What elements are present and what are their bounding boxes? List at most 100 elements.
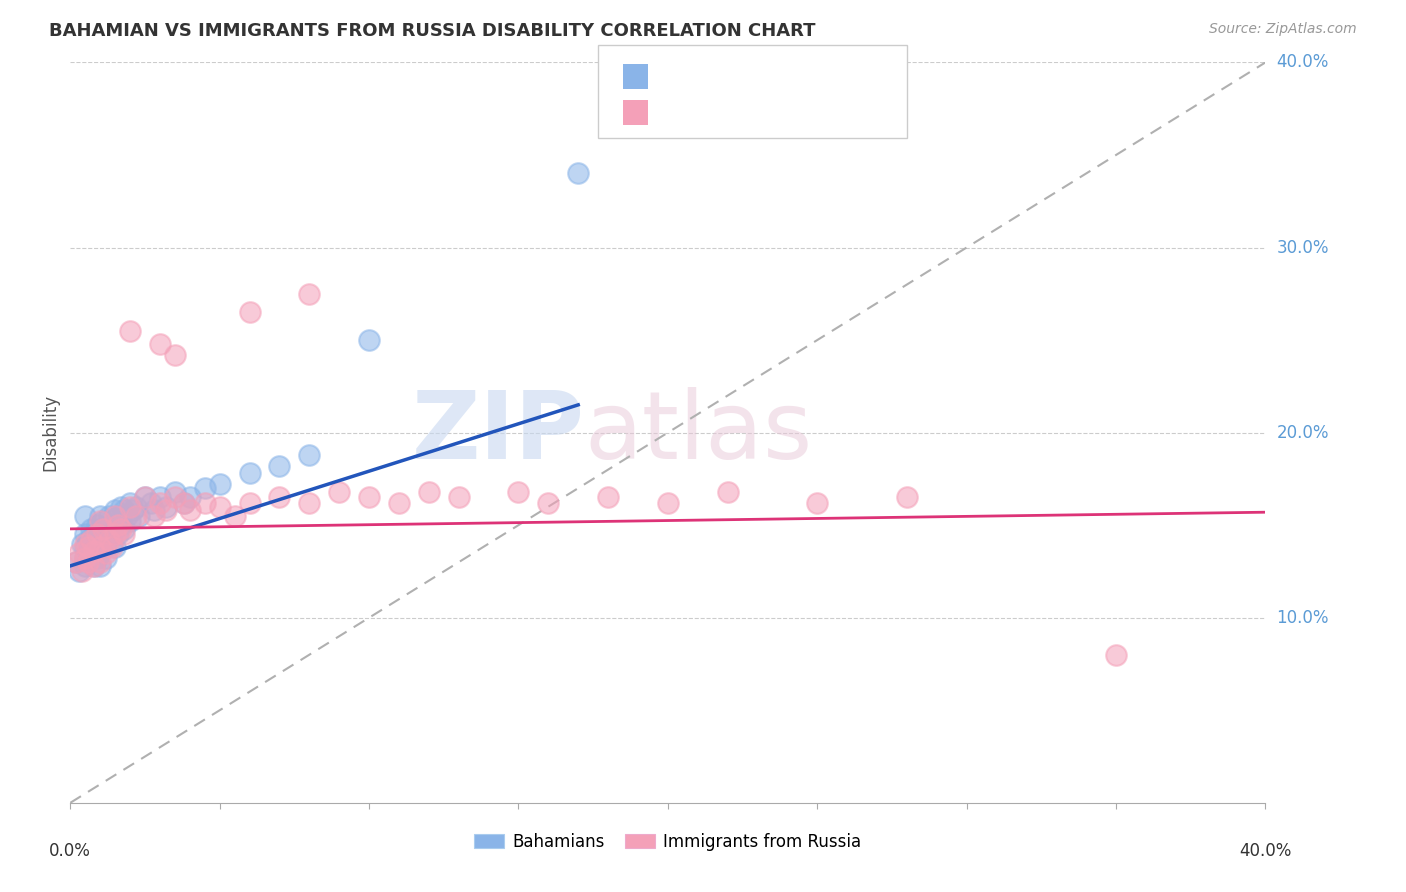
Point [194,496,217,510]
Point [134,491,156,505]
Point [173,496,195,510]
Point [75,536,97,550]
Point [75,508,97,523]
Point [115,508,138,523]
Point [163,348,186,362]
Point [163,491,186,505]
Text: atlas: atlas [585,386,813,479]
Point [896,491,918,505]
Point [125,500,148,514]
Point [107,518,129,533]
Point [80,522,103,536]
Point [91,531,114,545]
Point [149,491,172,505]
Point [86,518,108,533]
Point [537,496,560,510]
Point [418,484,440,499]
Point [163,484,186,499]
Point [83,544,105,558]
Point [120,324,141,338]
Text: 40.0%: 40.0% [1277,54,1329,71]
Point [122,503,145,517]
Point [70,536,93,550]
Point [359,491,381,505]
Point [98,508,121,523]
Point [328,484,350,499]
Point [125,508,148,523]
Point [155,503,177,517]
Point [98,527,121,541]
Point [86,551,108,566]
Legend: Bahamians, Immigrants from Russia: Bahamians, Immigrants from Russia [468,826,868,857]
Point [75,541,97,555]
Point [83,558,105,573]
Point [77,555,100,569]
Point [112,527,135,541]
Point [806,496,828,510]
Point [96,522,118,536]
Point [91,515,114,529]
Point [112,522,135,536]
Text: R = 0.274: R = 0.274 [657,67,747,86]
Point [173,496,195,510]
Point [96,536,118,550]
Point [208,477,231,491]
Point [110,522,132,536]
Point [388,496,411,510]
Point [143,508,166,523]
Point [120,496,141,510]
Point [65,555,87,569]
Point [89,546,111,560]
Point [91,522,114,536]
Point [101,541,124,555]
Point [67,565,90,579]
Point [598,491,620,505]
Point [89,541,111,555]
Point [89,508,111,523]
Point [104,508,127,523]
Point [67,546,90,560]
Point [104,522,127,536]
Text: N = 56: N = 56 [766,103,834,121]
Point [75,558,97,573]
Point [96,546,118,560]
Point [104,541,127,555]
Point [239,496,262,510]
Point [269,458,291,473]
Point [128,508,150,523]
Point [89,515,111,529]
Point [96,551,118,566]
Point [149,496,172,510]
Point [75,527,97,541]
Point [224,508,246,523]
Point [75,551,97,566]
Point [298,448,321,462]
Point [65,555,87,569]
Point [143,503,166,517]
Point [567,166,589,180]
Point [83,546,105,560]
Point [239,305,262,319]
Text: ZIP: ZIP [412,386,585,479]
Point [120,500,141,514]
Point [104,503,127,517]
Point [179,491,201,505]
Point [89,555,111,569]
Point [77,541,100,555]
Point [112,503,135,517]
Point [89,536,111,550]
Point [107,527,129,541]
Point [508,484,530,499]
Point [139,496,162,510]
Text: BAHAMIAN VS IMMIGRANTS FROM RUSSIA DISABILITY CORRELATION CHART: BAHAMIAN VS IMMIGRANTS FROM RUSSIA DISAB… [49,22,815,40]
Point [83,558,105,573]
Point [77,533,100,547]
Text: 10.0%: 10.0% [1277,608,1329,627]
Point [89,558,111,573]
Point [107,508,129,523]
Point [447,491,470,505]
Point [101,536,124,550]
Point [110,518,132,533]
Point [80,533,103,547]
Point [110,500,132,514]
